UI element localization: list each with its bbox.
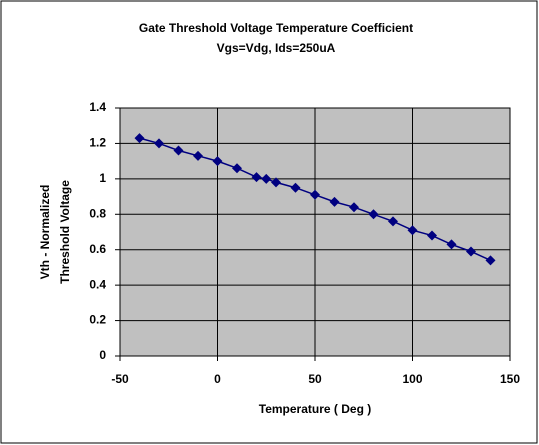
marker: [134, 133, 145, 144]
y-tick-label: 0.2: [89, 313, 106, 327]
chart-subtitle: Vgs=Vdg, Ids=250uA: [217, 41, 336, 55]
marker: [446, 239, 457, 250]
marker: [310, 189, 320, 200]
marker: [485, 255, 496, 266]
marker: [261, 173, 272, 184]
y-tick-label: 1.4: [89, 100, 106, 114]
marker: [407, 225, 418, 236]
y-tick-label: 0: [99, 348, 106, 362]
marker: [212, 156, 223, 167]
y-tick-label: 0.6: [89, 242, 106, 256]
x-tick-label: 100: [402, 372, 422, 386]
y-axis-label: Threshold Voltage: [58, 180, 72, 284]
x-axis-label: Temperature ( Deg ): [259, 402, 371, 416]
y-tick-label: 0.4: [89, 277, 106, 291]
marker: [173, 145, 184, 156]
marker: [466, 246, 476, 257]
marker: [271, 177, 281, 188]
x-tick-label: 150: [500, 372, 520, 386]
marker: [368, 209, 379, 220]
y-tick-label: 1: [99, 171, 106, 185]
marker: [193, 150, 203, 161]
marker: [329, 196, 340, 207]
marker: [349, 202, 359, 213]
marker: [251, 172, 262, 183]
marker: [232, 163, 242, 174]
marker: [427, 230, 437, 241]
y-tick-label: 0.8: [89, 206, 106, 220]
y-axis-label: Vth - Normalized: [38, 185, 52, 280]
chart-title: Gate Threshold Voltage Temperature Coeff…: [139, 21, 413, 35]
marker: [290, 182, 301, 193]
x-tick-label: -50: [111, 372, 129, 386]
marker: [154, 138, 164, 149]
x-tick-label: 50: [308, 372, 322, 386]
x-tick-label: 0: [214, 372, 221, 386]
marker: [388, 216, 398, 227]
y-tick-label: 1.2: [89, 136, 106, 150]
